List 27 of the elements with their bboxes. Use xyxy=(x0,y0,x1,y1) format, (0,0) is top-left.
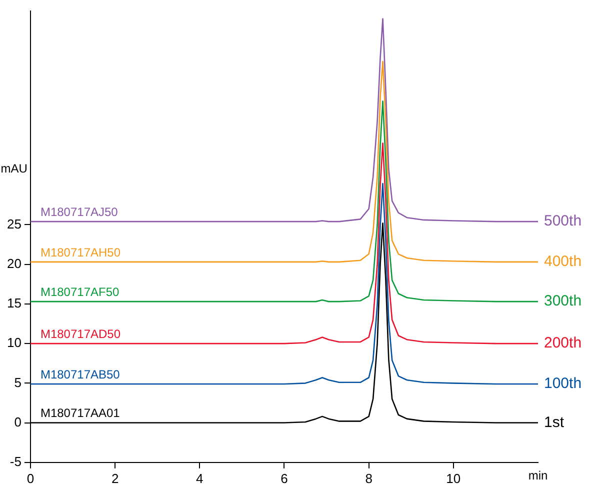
text: 400th xyxy=(544,253,582,270)
x-axis-title: min xyxy=(528,468,548,483)
x-tick-label: 8 xyxy=(365,470,372,486)
text: 300th xyxy=(544,292,582,310)
series-label: M180717AJ50 xyxy=(40,204,118,219)
text: 1st xyxy=(544,414,565,431)
series-label: M180717AF50 xyxy=(40,284,120,299)
text: 200th xyxy=(544,334,582,352)
series-label: M180717AB50 xyxy=(40,367,120,382)
y-axis-title: mAU xyxy=(0,161,28,176)
y-tick-label: 10 xyxy=(6,335,22,350)
y-tick-label: 0 xyxy=(14,414,22,430)
y-tick-label: 5 xyxy=(14,374,22,390)
x-tick-label: 10 xyxy=(446,470,461,486)
series-label: M180717AD50 xyxy=(40,326,121,341)
text: 500th xyxy=(544,212,582,230)
series-label: M180717AH50 xyxy=(40,245,121,260)
x-tick-label: 0 xyxy=(26,470,34,486)
y-tick-label: 25 xyxy=(6,216,22,232)
text: 100th xyxy=(544,375,582,392)
y-tick-label: 15 xyxy=(6,296,22,311)
x-tick-label: 2 xyxy=(111,470,119,486)
series-label: M180717AA01 xyxy=(40,406,120,420)
y-tick-label: 20 xyxy=(6,256,22,271)
y-tick-label: -5 xyxy=(10,454,22,469)
x-tick-label: 4 xyxy=(196,470,204,486)
x-tick-label: 6 xyxy=(280,470,288,486)
